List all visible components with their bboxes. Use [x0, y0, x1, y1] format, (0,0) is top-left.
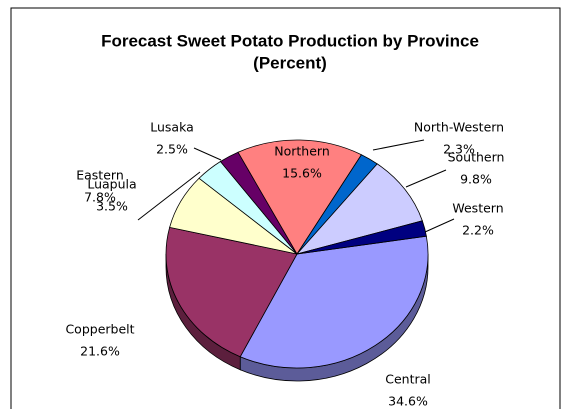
chart-subtitle: (Percent) — [253, 53, 327, 72]
leader-line — [193, 147, 222, 161]
slice-label: Northern — [274, 144, 330, 159]
slice-value-label: 21.6% — [80, 344, 120, 359]
chart-title: Forecast Sweet Potato Production by Prov… — [101, 31, 479, 50]
slice-label: Copperbelt — [65, 322, 134, 337]
pie-slice — [165, 226, 298, 358]
slice-value-label: 3.5% — [96, 199, 128, 214]
slice-value-label: 2.5% — [156, 142, 188, 157]
slice-value-label: 2.2% — [462, 223, 494, 238]
slice-label: North-Western — [414, 120, 504, 135]
slice-label: Eastern — [76, 168, 124, 183]
slice-value-label: 34.6% — [388, 394, 428, 409]
slice-value-label: 15.6% — [282, 166, 322, 181]
pie-slice — [296, 220, 427, 255]
pie-slice — [295, 163, 423, 255]
slice-label: Luapula — [87, 177, 136, 192]
slice-value-label: 9.8% — [460, 172, 492, 187]
slice-label: Lusaka — [150, 120, 194, 135]
pie-slice — [239, 235, 429, 369]
slice-label: Southern — [448, 150, 505, 165]
pie-slice — [237, 139, 363, 255]
leader-line — [405, 169, 447, 188]
leader-line — [137, 171, 201, 221]
leader-lines — [137, 139, 455, 233]
slice-value-label: 7.8% — [84, 190, 116, 205]
slice-value-label: 2.3% — [443, 142, 475, 157]
leader-line — [424, 218, 455, 233]
leader-line — [372, 139, 425, 151]
slice-label: Western — [452, 201, 503, 216]
slice-label: Central — [385, 372, 431, 387]
